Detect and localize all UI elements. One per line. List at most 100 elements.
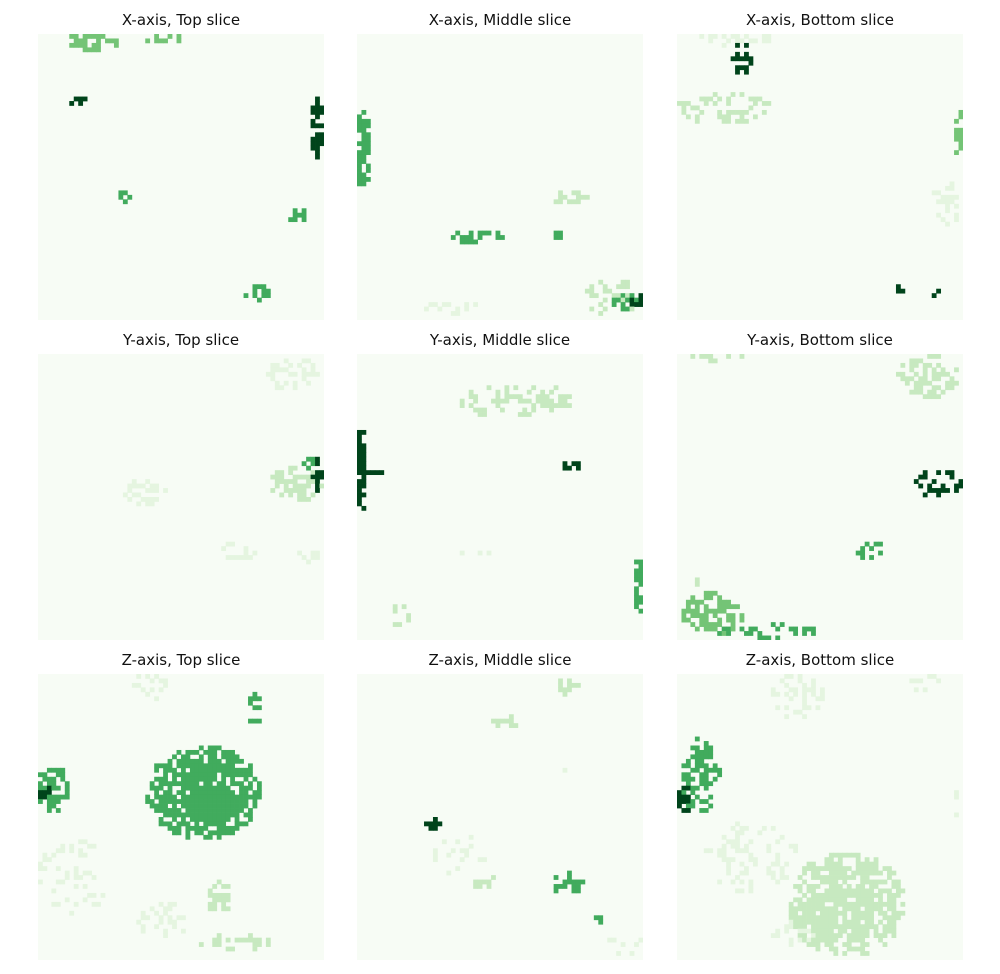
heatmap-cell [468, 403, 474, 408]
heatmap-cell [598, 915, 604, 921]
heatmap-cell [212, 785, 218, 791]
heatmap-cell [726, 96, 731, 102]
heatmap-cell [703, 613, 709, 619]
heatmap-cell [802, 937, 807, 943]
heatmap-cell [634, 604, 639, 610]
heatmap-cell [306, 371, 311, 377]
heatmap-cell [455, 306, 461, 312]
heatmap-cell [726, 613, 731, 619]
heatmap-cell [145, 501, 151, 507]
heatmap-cell [500, 407, 505, 413]
heatmap-cell [571, 879, 577, 885]
heatmap-cell [629, 951, 635, 956]
heatmap-cell [940, 199, 946, 205]
panel-title: Z-axis, Top slice [121, 651, 241, 669]
heatmap-cell [127, 194, 133, 200]
heatmap-cell [517, 394, 523, 400]
heatmap-cell [735, 118, 740, 124]
heatmap-cell [517, 412, 523, 417]
heatmap-cell [864, 875, 870, 880]
heatmap-cell [860, 942, 866, 947]
heatmap-cell [158, 803, 164, 809]
heatmap-cell [216, 790, 222, 796]
heatmap-cell [820, 897, 825, 903]
heatmap-cell [638, 599, 643, 605]
heatmap-cell [234, 812, 240, 818]
heatmap-cell [949, 194, 955, 200]
heatmap-cell [878, 550, 883, 556]
heatmap-cell [100, 34, 106, 39]
heatmap-cell [766, 34, 772, 39]
heatmap-cell [42, 790, 48, 796]
heatmap-cell [252, 803, 258, 809]
heatmap-cell [230, 808, 235, 813]
heatmap-cell [315, 488, 320, 493]
heatmap-cell [361, 181, 367, 187]
heatmap-cell [842, 888, 848, 894]
heatmap-cell [681, 799, 687, 804]
heatmap-cell [194, 772, 200, 778]
heatmap-cell [748, 56, 754, 62]
heatmap-cell [717, 604, 723, 610]
heatmap-cell [571, 682, 577, 688]
heatmap-cell [491, 398, 496, 404]
heatmap-cell [940, 488, 946, 493]
heatmap-cell [820, 919, 825, 925]
heatmap-cell [699, 617, 705, 623]
heatmap-cell [203, 772, 209, 778]
heatmap-cell [78, 96, 84, 102]
heatmap-cell [761, 38, 767, 44]
heatmap-cell [234, 821, 240, 827]
heatmap-cell [797, 709, 803, 715]
heatmap-cell [172, 825, 177, 831]
heatmap-cell [73, 884, 79, 889]
heatmap-cell [717, 767, 723, 773]
heatmap-cell [221, 901, 227, 907]
heatmap-cell [274, 474, 280, 480]
heatmap-cell [708, 622, 714, 627]
heatmap-cell [954, 380, 959, 386]
heatmap-cell [694, 599, 700, 605]
heatmap-cell [379, 470, 385, 476]
heatmap-cell [459, 857, 465, 863]
heatmap-cell [699, 622, 705, 627]
heatmap-cell [802, 870, 807, 876]
heatmap-cell [735, 875, 740, 880]
heatmap-cell [176, 781, 182, 787]
heatmap-cell [154, 794, 160, 800]
heatmap-cell [392, 622, 398, 627]
heatmap-cell [357, 118, 362, 124]
heatmap-cell [721, 604, 727, 610]
heatmap-cell [806, 861, 812, 867]
heatmap-cell [167, 808, 173, 813]
heatmap-cell [735, 604, 740, 610]
heatmap-cell [860, 879, 866, 885]
heatmap-cell [131, 479, 137, 484]
heatmap-cell [248, 781, 253, 787]
heatmap-cell [699, 109, 705, 115]
heatmap-cell [212, 808, 218, 813]
heatmap-cell [283, 367, 289, 373]
heatmap-cell [949, 385, 955, 391]
heatmap-cell [708, 96, 714, 102]
heatmap-cell [909, 362, 915, 368]
heatmap-cell [216, 825, 222, 831]
heatmap-cell [230, 799, 235, 804]
heatmap-cell [869, 866, 874, 871]
heatmap-cell [252, 794, 258, 800]
heatmap-cell [681, 109, 687, 115]
heatmap-cell [194, 758, 200, 764]
heatmap-cell [860, 937, 866, 943]
heatmap-cell [230, 781, 235, 787]
heatmap-cell [310, 461, 316, 467]
heatmap-cell [752, 96, 758, 102]
heatmap-cell [887, 906, 892, 912]
heatmap-cell [297, 550, 303, 556]
heatmap-cell [297, 497, 303, 502]
heatmap-cell [681, 794, 687, 800]
heatmap-cell [230, 541, 235, 547]
heatmap-cell [194, 763, 200, 769]
heatmap-cell [549, 403, 554, 408]
heatmap-cell [761, 34, 767, 39]
heatmap-cell [860, 892, 866, 898]
